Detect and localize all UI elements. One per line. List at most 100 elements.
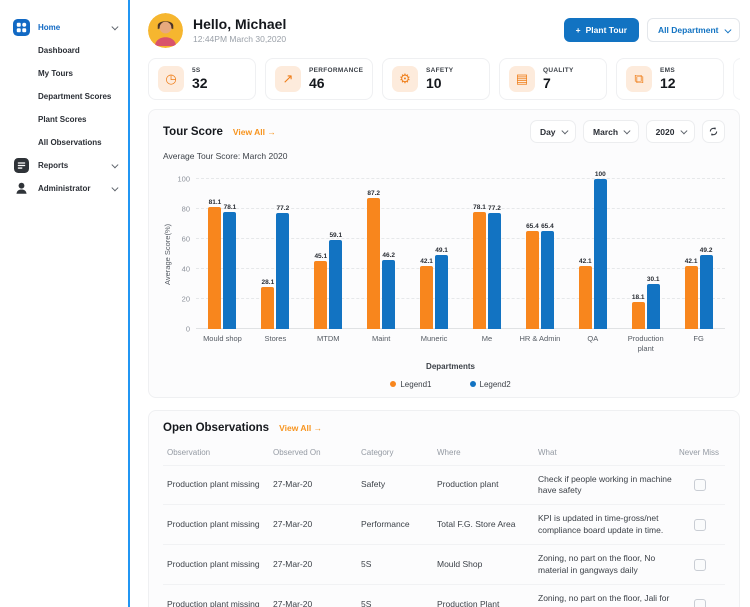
user-avatar[interactable] <box>148 12 183 48</box>
observations-view-all-link[interactable]: View All → <box>279 422 323 433</box>
sidebar-item-plant-scores[interactable]: Plant Scores <box>38 115 87 124</box>
bar-value-label: 30.1 <box>646 275 660 283</box>
sidebar-item-all-observations[interactable]: All Observations <box>38 138 102 147</box>
y-axis-title: Average Score(%) <box>163 223 172 285</box>
bar[interactable] <box>525 230 539 329</box>
stat-card: ↗ PERFORMANCE 46 <box>265 58 373 100</box>
bar[interactable] <box>699 255 713 329</box>
year-filter-dropdown[interactable]: 2020 <box>645 120 695 143</box>
legend-item[interactable]: Legend1 <box>390 380 432 389</box>
plant-tour-label: Plant Tour <box>585 25 628 35</box>
stat-value: 46 <box>309 75 325 91</box>
sidebar-item-department-scores[interactable]: Department Scores <box>38 92 112 101</box>
bar-group: 42.1 100 <box>566 171 619 329</box>
observations-header: Open Observations View All → <box>163 422 725 434</box>
chart-categories: Mould shop Stores MTDM Maint Muneric Me HR & A… <box>196 334 725 354</box>
bar[interactable] <box>382 259 396 329</box>
y-axis-tick: 40 <box>181 264 190 274</box>
bar[interactable] <box>276 213 290 329</box>
bar[interactable] <box>435 255 449 329</box>
bar-column: 49.2 <box>699 247 713 329</box>
tour-score-view-all-link[interactable]: View All → <box>232 126 276 137</box>
plant-tour-button[interactable]: + Plant Tour <box>563 18 640 42</box>
bar-column: 42.1 <box>420 257 434 329</box>
bar[interactable] <box>420 265 434 329</box>
greeting-block: Hello, Michael 12:44PM March 30,2020 <box>193 16 564 44</box>
cell-observed-on: 27-Mar-20 <box>273 519 313 530</box>
bar[interactable] <box>208 207 222 329</box>
bar[interactable] <box>578 265 592 329</box>
table-row: Production plant missing 27-Mar-20 Perfo… <box>163 504 725 544</box>
y-axis-tick: 100 <box>177 174 190 184</box>
legend-item[interactable]: Legend2 <box>469 380 511 389</box>
chevron-down-icon <box>623 127 631 134</box>
month-filter-dropdown[interactable]: March <box>583 120 639 143</box>
cell-where: Mould Shop <box>437 559 483 570</box>
cell-what: KPI is updated in time-gross/net complia… <box>538 513 664 535</box>
column-header: Never Miss <box>679 447 720 457</box>
cell-observation: Production plant missing <box>167 479 260 490</box>
clock-icon: ◷ <box>158 66 184 92</box>
cell-observed-on: 27-Mar-20 <box>273 479 313 490</box>
bar[interactable] <box>472 211 486 329</box>
bar-value-label: 42.1 <box>420 257 433 265</box>
gridline <box>196 298 725 299</box>
bar-value-label: 65.4 <box>541 222 554 230</box>
bar-group: 65.4 65.4 <box>513 179 566 329</box>
bar[interactable] <box>593 179 607 329</box>
cell-category: 5S <box>361 559 372 570</box>
copy-icon: ⧉ <box>626 66 652 92</box>
x-axis-category: Stores <box>264 334 287 343</box>
chevron-down-icon <box>724 26 731 33</box>
bar-value-label: 49.2 <box>699 247 713 255</box>
x-axis-category: HR & Admin <box>519 334 561 343</box>
table-row: Production plant missing 27-Mar-20 5S Mo… <box>163 544 725 584</box>
chevron-down-icon <box>111 23 118 30</box>
chart-legend: Legend1 Legend2 <box>176 380 725 389</box>
never-miss-checkbox[interactable] <box>694 518 706 531</box>
bar[interactable] <box>314 261 328 329</box>
sidebar-item-label: Administrator <box>38 184 91 193</box>
bar-value-label: 42.1 <box>578 257 592 265</box>
legend-dot <box>469 381 476 387</box>
never-miss-checkbox[interactable] <box>694 598 706 607</box>
bar-value-label: 45.1 <box>314 253 328 261</box>
bar-value-label: 77.2 <box>488 205 501 213</box>
bar[interactable] <box>631 301 645 329</box>
sidebar-item-my-tours[interactable]: My Tours <box>38 69 73 78</box>
sidebar-item-reports[interactable]: Reports <box>0 154 128 177</box>
refresh-button[interactable] <box>702 120 725 143</box>
department-filter-dropdown[interactable]: All Department <box>647 18 740 42</box>
sidebar-item-home[interactable]: Home <box>0 16 128 39</box>
chevron-down-icon <box>561 127 568 134</box>
bar[interactable] <box>367 198 381 329</box>
bar[interactable] <box>487 213 501 329</box>
stat-value: 10 <box>426 75 442 91</box>
chart-subtitle: Average Tour Score: March 2020 <box>163 151 288 161</box>
bar[interactable] <box>329 240 343 329</box>
cell-category: Safety <box>361 479 386 490</box>
bar-value-label: 18.1 <box>631 293 645 301</box>
bar-group: 18.1 30.1 <box>619 179 672 329</box>
bar[interactable] <box>540 230 554 329</box>
plus-icon: + <box>575 25 581 35</box>
bar-value-label: 42.1 <box>684 257 698 265</box>
bar[interactable] <box>646 283 660 329</box>
never-miss-checkbox[interactable] <box>694 478 706 491</box>
chart-yticks: 0 20 40 60 80 100 <box>176 175 196 334</box>
table-row: Production plant missing 27-Mar-20 5S Pr… <box>163 584 725 607</box>
department-filter-label: All Department <box>658 25 719 35</box>
never-miss-checkbox[interactable] <box>694 558 706 571</box>
section-title: Open Observations <box>163 421 270 434</box>
gridline <box>196 268 725 269</box>
bar[interactable] <box>684 265 698 329</box>
column-header: Observation <box>167 447 211 457</box>
sidebar-item-administrator[interactable]: Administrator <box>0 177 128 200</box>
bar[interactable] <box>223 211 237 329</box>
bar-group: 42.1 49.2 <box>672 179 725 329</box>
sidebar-item-dashboard[interactable]: Dashboard <box>38 46 80 55</box>
section-title: Tour Score <box>163 125 223 138</box>
day-filter-dropdown[interactable]: Day <box>529 120 577 143</box>
page-header: Hello, Michael 12:44PM March 30,2020 + P… <box>148 8 740 52</box>
bar[interactable] <box>261 286 275 329</box>
